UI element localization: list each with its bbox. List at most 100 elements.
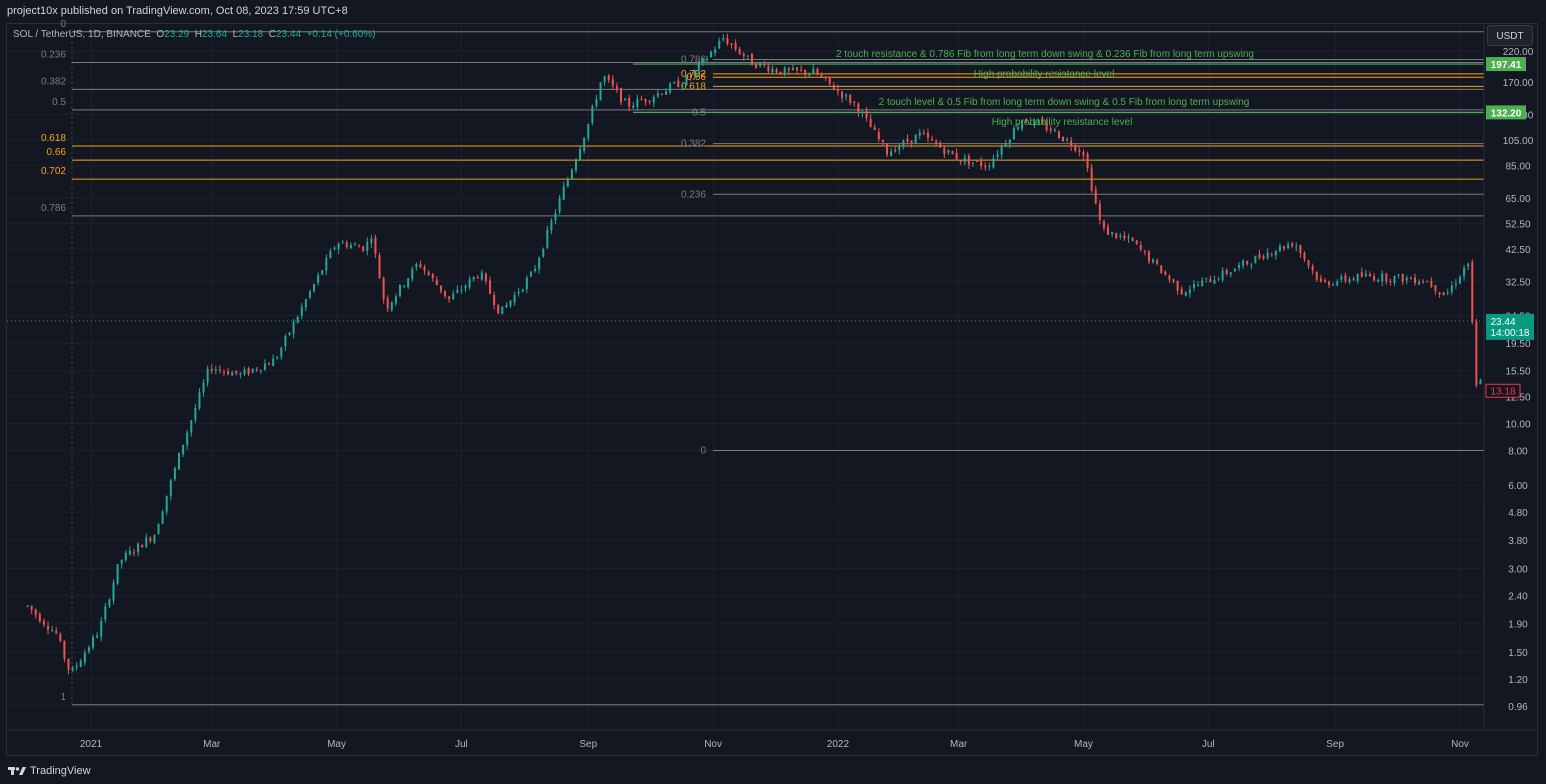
candle-body: [562, 186, 565, 200]
low-marker-text: 13.18: [1490, 386, 1515, 397]
candle-body: [358, 246, 361, 248]
annotations: 2 touch resistance & 0.786 Fib from long…: [836, 49, 1254, 128]
axes: 0.96 1.20 1.50 1.90 2.40 3.00 3.80 4.80 6.00 8.00…: [7, 24, 1537, 750]
candle-body: [521, 289, 524, 292]
candle-body: [648, 100, 651, 102]
candle-body: [1397, 274, 1400, 276]
currency-button[interactable]: USDT: [1487, 25, 1533, 46]
candle-body: [959, 160, 962, 162]
y-tick-label: 42.50: [1505, 245, 1530, 256]
candle-body: [1123, 235, 1126, 239]
candle-body: [529, 271, 532, 277]
candle-body: [480, 272, 483, 280]
candle-body: [755, 64, 758, 68]
candle-body: [165, 495, 168, 512]
candle-body: [1135, 240, 1138, 244]
candle-body: [288, 332, 291, 335]
x-tick-label: May: [327, 739, 346, 750]
candle-body: [51, 630, 54, 632]
candle-body: [47, 625, 50, 630]
candle-body: [1176, 280, 1179, 291]
candle-body: [59, 634, 62, 642]
legend-low: 23.18: [238, 29, 264, 40]
candle-body: [971, 162, 974, 164]
candle-body: [472, 276, 475, 280]
candle-body: [710, 51, 713, 58]
y-tick-label: 1.20: [1508, 675, 1528, 686]
fib-right-label: 0.66: [687, 72, 707, 83]
candle-body: [1184, 292, 1187, 296]
candle-body: [1233, 269, 1236, 272]
candle-body: [1049, 128, 1052, 131]
candle-body: [1303, 252, 1306, 260]
candle-body: [259, 369, 262, 371]
candle-body: [513, 294, 516, 303]
candle-body: [1033, 120, 1036, 126]
candle-body: [963, 157, 966, 163]
candle-body: [922, 132, 925, 134]
candle-body: [525, 278, 528, 290]
candle-body: [431, 273, 434, 279]
candle-body: [1160, 265, 1163, 274]
candle-body: [382, 277, 385, 299]
candle-body: [42, 620, 45, 625]
candle-body: [313, 284, 316, 292]
candle-body: [1090, 167, 1093, 191]
candle-body: [935, 141, 938, 145]
candle-body: [407, 278, 410, 288]
y-tick-label: 52.50: [1505, 220, 1530, 231]
candle-body: [836, 89, 839, 92]
candle-body: [546, 229, 549, 248]
candle-body: [1409, 278, 1412, 280]
candle-body: [231, 372, 234, 376]
x-tick-label: Jul: [1202, 739, 1215, 750]
candle-body: [845, 94, 848, 97]
candle-body: [214, 369, 217, 371]
candle-body: [787, 68, 790, 70]
candle-body: [448, 296, 451, 300]
candle-body: [1377, 279, 1380, 282]
candle-body: [734, 43, 737, 50]
candle-body: [992, 158, 995, 168]
candle-body: [1393, 275, 1396, 284]
tradingview-logo[interactable]: TradingView: [8, 765, 91, 777]
candle-body: [186, 432, 189, 446]
candle-body: [566, 178, 569, 187]
candle-body: [1004, 144, 1007, 147]
candle-body: [591, 106, 594, 123]
candle-body: [87, 647, 90, 652]
candle-body: [828, 76, 831, 84]
candle-body: [1127, 236, 1130, 239]
candle-body: [403, 285, 406, 287]
candle-body: [804, 69, 807, 75]
candle-body: [304, 299, 307, 308]
candle-body: [1102, 221, 1105, 228]
candle-body: [1250, 264, 1253, 266]
fib-right-label: 0.5: [692, 108, 706, 119]
resistance-badge-text: 197.41: [1491, 60, 1522, 71]
y-tick-label: 8.00: [1508, 446, 1528, 457]
resistance-badge: [1486, 57, 1526, 72]
candle-body: [1258, 254, 1261, 259]
candle-body: [177, 452, 180, 470]
candle-body: [820, 74, 823, 77]
candle-body: [779, 71, 782, 75]
candle-body: [341, 242, 344, 244]
candle-body: [898, 146, 901, 150]
candle-body: [1401, 274, 1404, 282]
fib-left-label: 0.786: [41, 203, 66, 214]
candle-body: [1323, 279, 1326, 282]
candle-body: [218, 369, 221, 371]
candle-body: [1364, 273, 1367, 277]
candle-body: [493, 295, 496, 306]
candle-body: [1246, 261, 1249, 264]
candle-body: [370, 238, 373, 244]
candle-body: [104, 606, 107, 620]
candle-body: [767, 66, 770, 72]
fib-right-label: 0: [700, 445, 706, 456]
candle-body: [595, 99, 598, 106]
fib-right-label: 0.786: [681, 55, 706, 66]
candle-body: [550, 220, 553, 231]
candle-body: [1070, 140, 1073, 147]
